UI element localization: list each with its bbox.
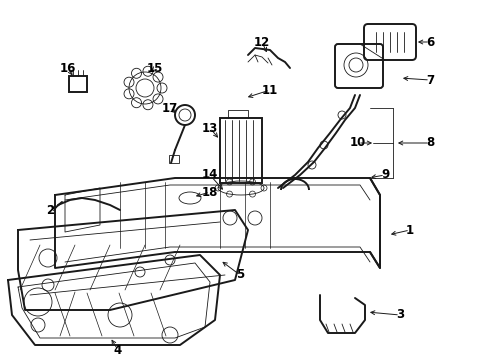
Text: 11: 11: [262, 84, 278, 96]
Text: 12: 12: [253, 36, 269, 49]
Text: 14: 14: [202, 168, 218, 181]
Text: 1: 1: [405, 224, 413, 237]
Text: 18: 18: [202, 185, 218, 198]
Text: 16: 16: [60, 62, 76, 75]
Text: 3: 3: [395, 309, 403, 321]
Text: 2: 2: [46, 203, 54, 216]
Text: 15: 15: [146, 62, 163, 75]
Bar: [69, 76, 87, 92]
Text: 17: 17: [162, 102, 178, 114]
Text: 13: 13: [202, 122, 218, 135]
Bar: [220, 118, 262, 183]
Bar: [169, 155, 179, 163]
Text: 6: 6: [425, 36, 433, 49]
Text: 7: 7: [425, 73, 433, 86]
Text: 5: 5: [235, 269, 244, 282]
Text: 4: 4: [114, 343, 122, 356]
Text: 8: 8: [425, 136, 433, 149]
Text: 9: 9: [380, 168, 388, 181]
Text: 10: 10: [349, 136, 366, 149]
